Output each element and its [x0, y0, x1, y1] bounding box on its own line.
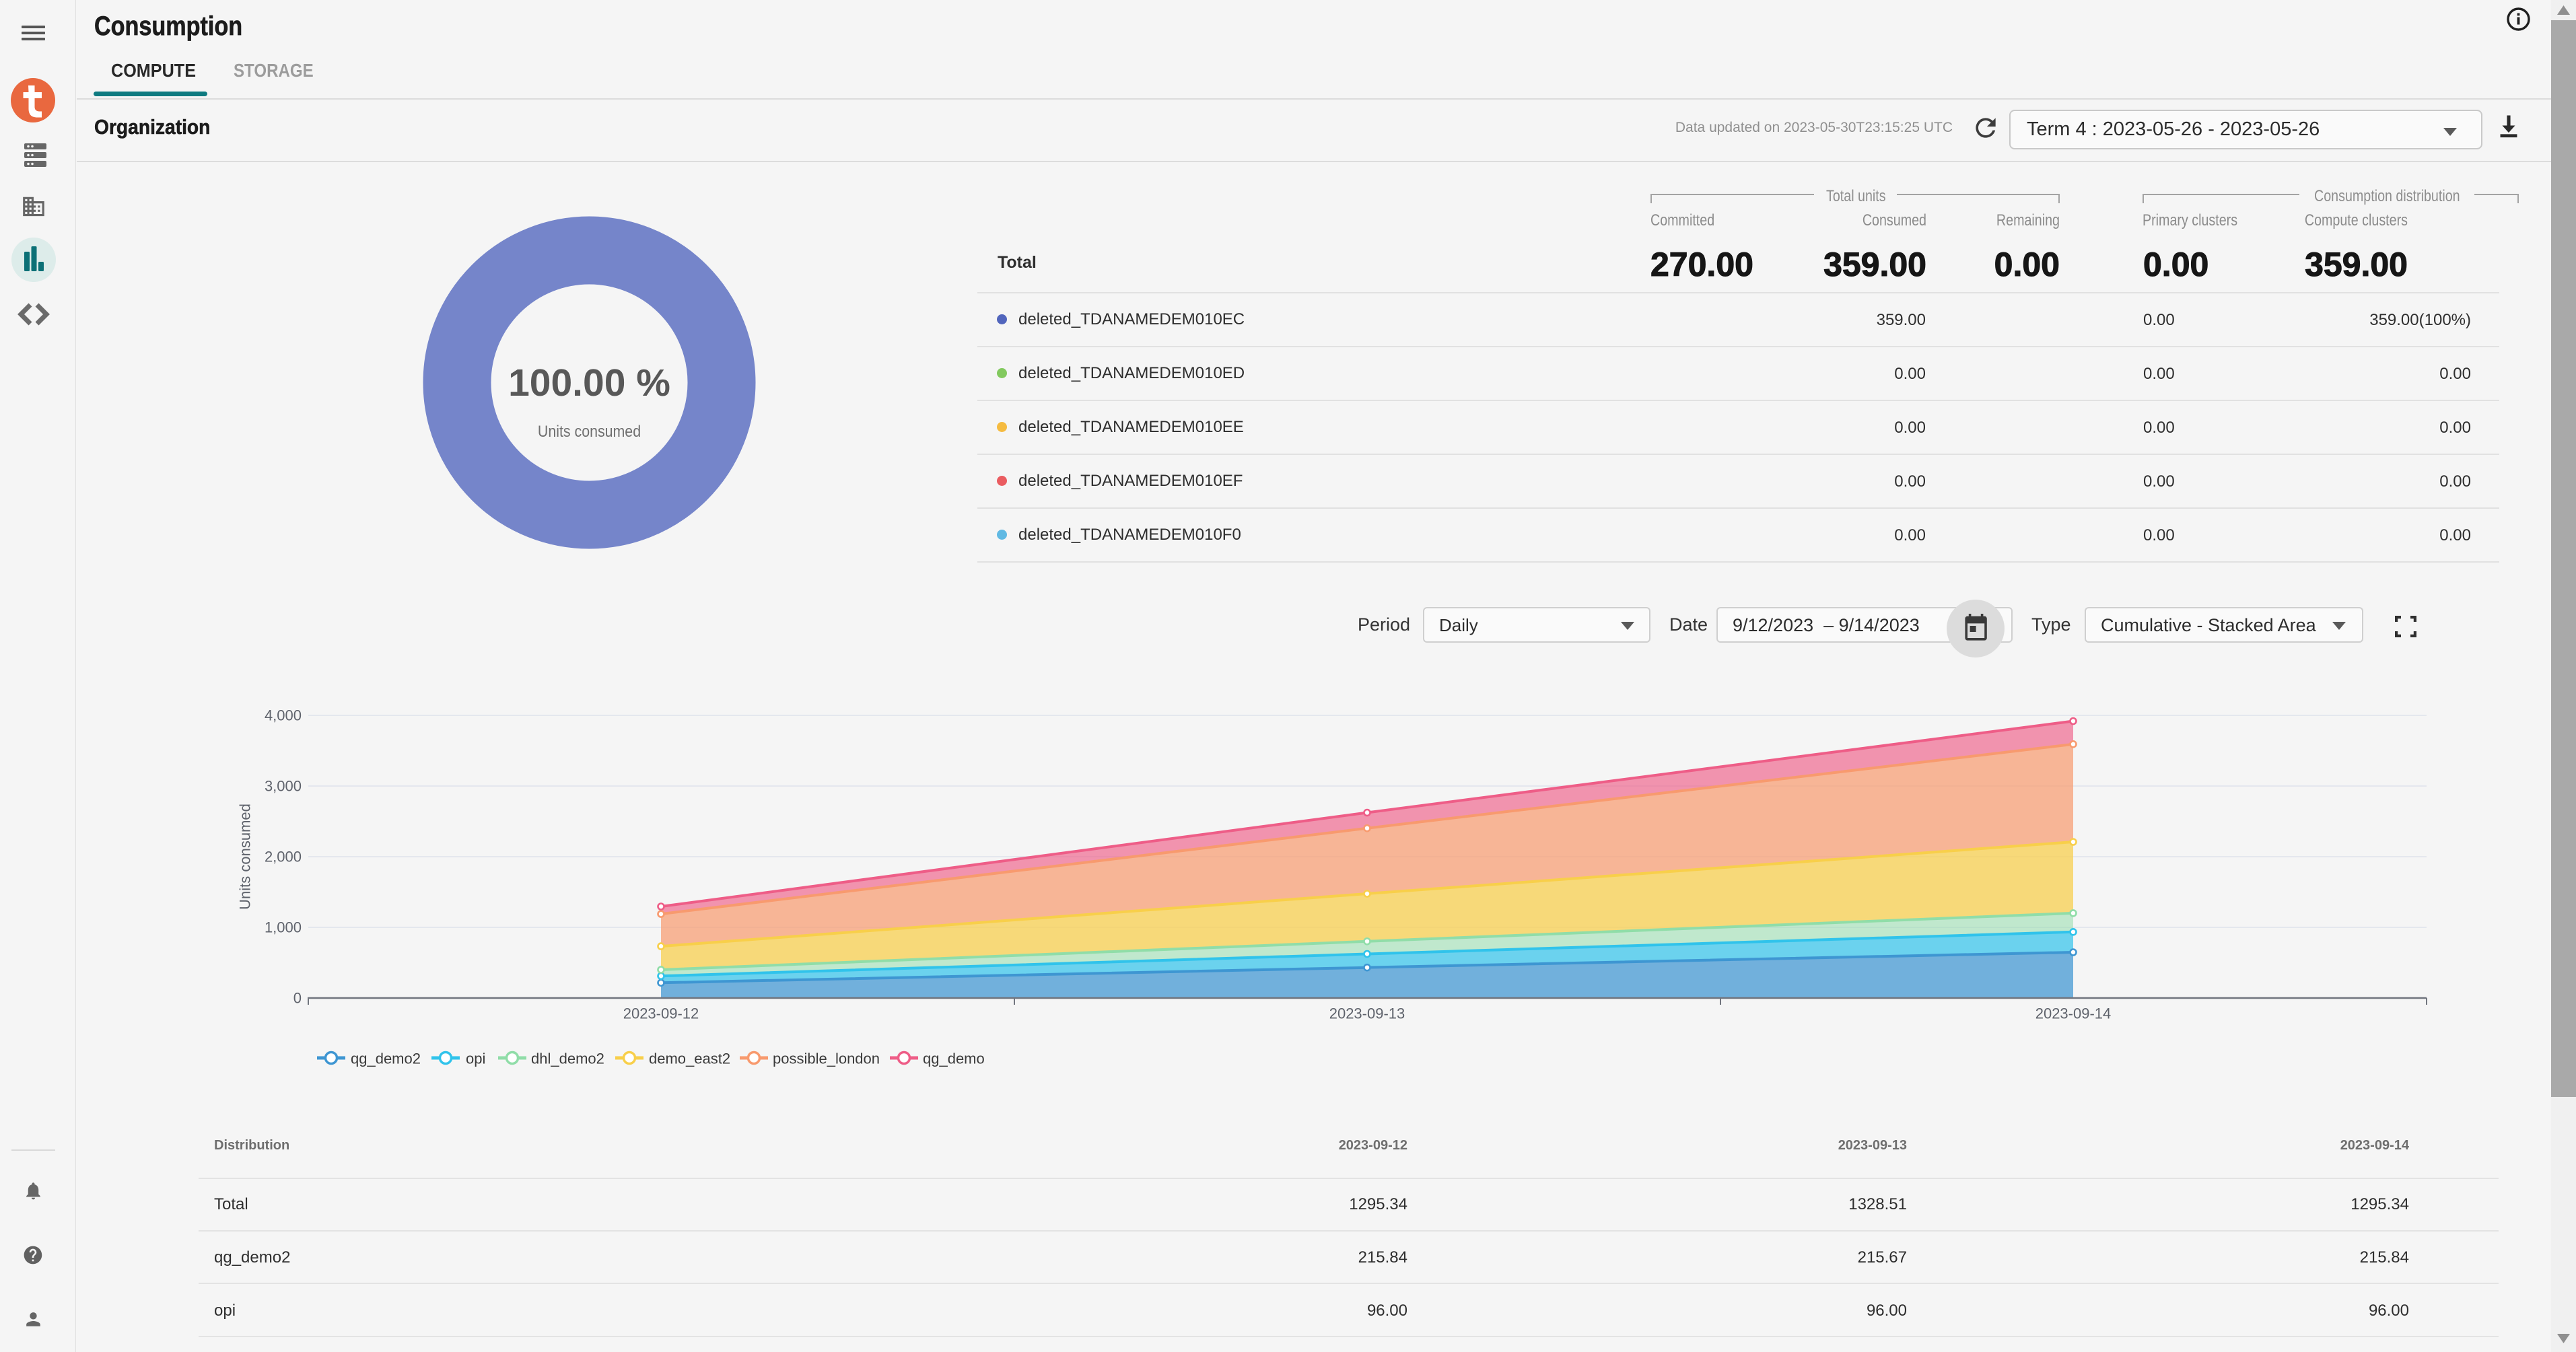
svg-text:opi: opi	[466, 1051, 485, 1067]
svg-text:Units consumed: Units consumed	[237, 804, 254, 910]
svg-text:0: 0	[293, 990, 302, 1007]
svg-text:1,000: 1,000	[265, 919, 302, 936]
svg-text:2023-09-13: 2023-09-13	[1329, 1005, 1405, 1022]
svg-text:demo_east2: demo_east2	[649, 1051, 730, 1067]
svg-text:2,000: 2,000	[265, 849, 302, 865]
svg-text:4,000: 4,000	[265, 707, 302, 724]
svg-text:qg_demo: qg_demo	[923, 1051, 985, 1067]
svg-text:2023-09-12: 2023-09-12	[623, 1005, 699, 1022]
svg-text:3,000: 3,000	[265, 778, 302, 795]
svg-text:qg_demo2: qg_demo2	[351, 1051, 421, 1067]
svg-text:2023-09-14: 2023-09-14	[2035, 1005, 2112, 1022]
svg-text:dhl_demo2: dhl_demo2	[531, 1051, 604, 1067]
svg-text:possible_london: possible_london	[773, 1051, 880, 1067]
